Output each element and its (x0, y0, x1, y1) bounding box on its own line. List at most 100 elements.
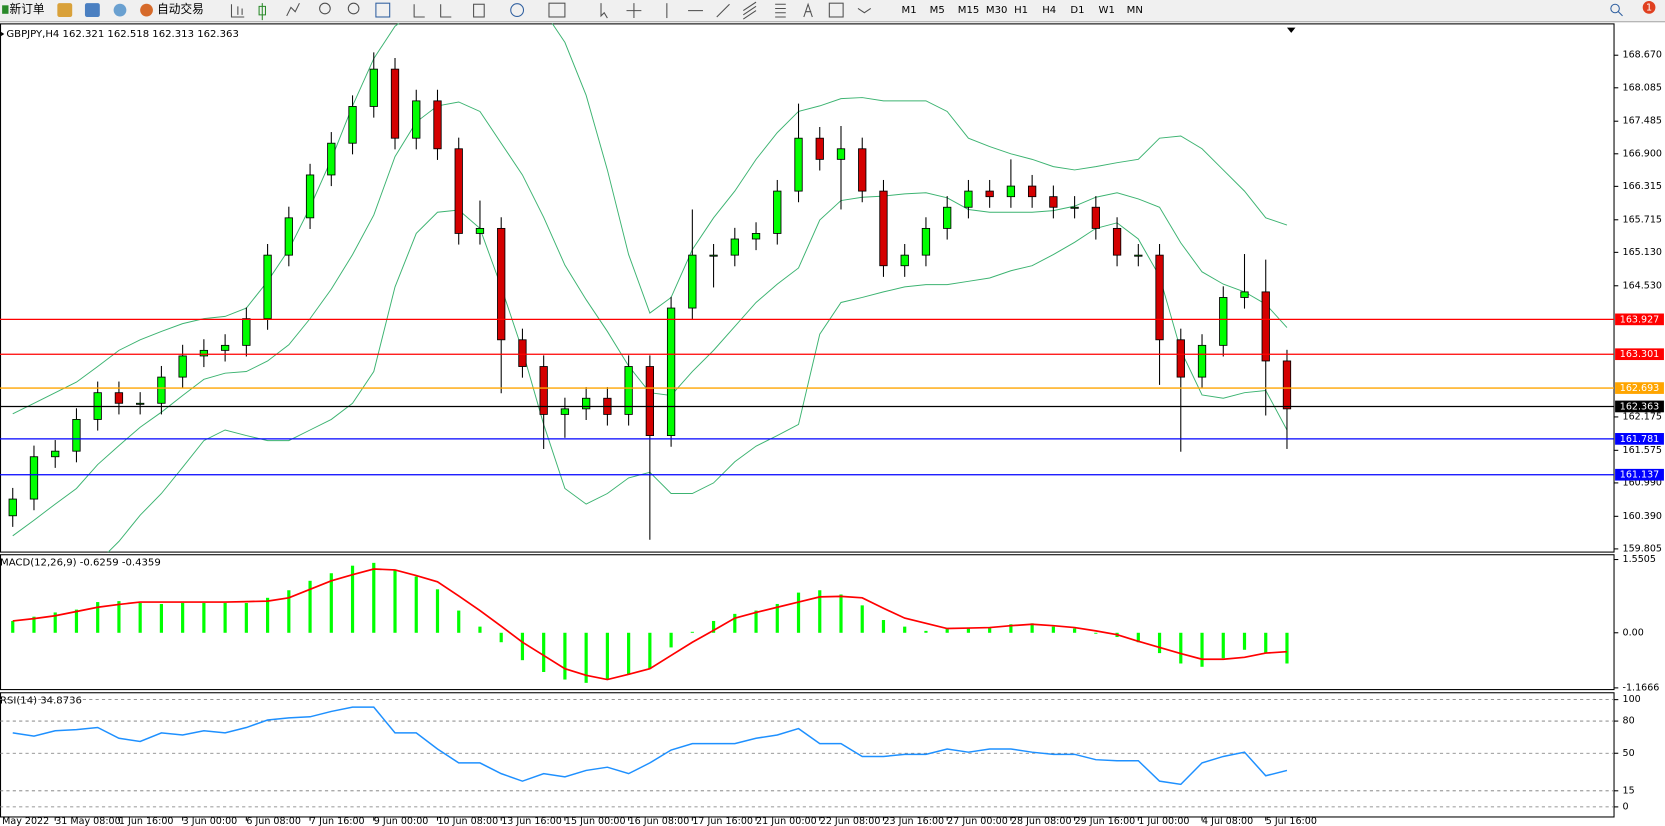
candle-body (8, 498, 17, 517)
icon[interactable] (600, 3, 608, 19)
macd-bar (690, 631, 694, 633)
icon[interactable] (828, 2, 844, 18)
timeframe-button[interactable]: H4 (1042, 5, 1056, 16)
x-tick-label: 29 Jun 16:00 (1075, 816, 1136, 826)
icon[interactable] (113, 3, 127, 17)
macd-bar (53, 612, 57, 633)
icon[interactable] (548, 2, 566, 18)
macd-bar (796, 592, 801, 633)
icon[interactable] (230, 4, 245, 18)
macd-bar (648, 632, 652, 669)
icon[interactable] (347, 2, 360, 15)
candle-body (1006, 185, 1016, 198)
auto-trading-button[interactable]: 自动交易 (157, 2, 204, 16)
icon[interactable] (413, 4, 425, 18)
x-tick-label: 10 Jun 08:00 (437, 816, 498, 826)
icon[interactable] (375, 2, 391, 18)
icon[interactable] (716, 3, 730, 18)
timeframe-button[interactable]: D1 (1070, 5, 1084, 16)
macd-bar (329, 573, 333, 633)
icon[interactable] (258, 3, 266, 21)
macd-bar (966, 628, 971, 633)
new-order-button[interactable]: 新订单 (10, 2, 45, 16)
candle-body (433, 100, 442, 150)
icon[interactable] (473, 3, 485, 18)
x-tick-label: May 2022 (2, 816, 49, 826)
macd-bar (818, 590, 822, 633)
macd-bar (1051, 626, 1055, 633)
macd-bar (1200, 632, 1204, 667)
timeframe-button[interactable]: MN (1127, 5, 1143, 16)
price-level-label: 163.301 (1620, 349, 1659, 360)
icon[interactable] (626, 3, 642, 19)
icon[interactable] (319, 2, 331, 15)
y-tick-label: 100 (1623, 694, 1641, 705)
candle-body (136, 402, 145, 405)
x-tick-label: 9 Jun 00:00 (374, 816, 429, 826)
timeframe-button[interactable]: M15 (958, 5, 980, 16)
x-tick-label: 27 Jun 00:00 (947, 816, 1008, 826)
timeframe-button[interactable]: M1 (902, 5, 917, 16)
price-level-label: 161.137 (1620, 470, 1659, 481)
candle-body (1176, 339, 1185, 378)
x-tick-label: 17 Jun 16:00 (692, 816, 753, 826)
search-icon[interactable] (1617, 11, 1623, 17)
macd-bar (1264, 632, 1268, 654)
timeframe-button[interactable]: W1 (1098, 5, 1114, 16)
icon[interactable] (440, 4, 452, 18)
candle-body (1282, 360, 1292, 410)
macd-bar (1094, 632, 1098, 634)
y-tick-label: 165.715 (1623, 214, 1662, 225)
macd-bar (159, 603, 163, 633)
icon[interactable] (803, 2, 813, 18)
y-tick-label: 160.390 (1623, 511, 1662, 522)
candle-body (794, 137, 803, 192)
y-tick-label: 165.130 (1623, 247, 1662, 258)
candle-body (327, 142, 336, 176)
macd-bar (181, 603, 185, 633)
x-tick-label: 16 Jun 08:00 (629, 816, 690, 826)
icon[interactable] (286, 2, 300, 17)
price-level-label: 162.363 (1620, 401, 1659, 412)
timeframe-button[interactable]: M5 (930, 5, 945, 16)
y-tick-label: 164.530 (1623, 280, 1662, 291)
icon[interactable] (743, 1, 757, 20)
timeframe-button[interactable]: H1 (1014, 5, 1028, 16)
icon[interactable] (84, 3, 100, 17)
macd-bar (605, 632, 609, 680)
notification-badge[interactable] (1642, 1, 1656, 14)
macd-signal (12, 568, 1288, 681)
timeframe-button[interactable]: M30 (986, 5, 1008, 16)
x-tick-label: 13 Jun 16:00 (501, 816, 562, 826)
x-tick-label: 21 Jun 00:00 (756, 816, 817, 826)
candle-body (412, 100, 421, 139)
macd-bar (1221, 632, 1225, 659)
candle-body (114, 392, 124, 404)
candle-body (921, 227, 931, 256)
y-tick-label: 80 (1623, 716, 1635, 727)
search-icon[interactable] (1610, 3, 1620, 14)
macd-bar (223, 603, 227, 633)
chart-frame (0, 23, 1615, 818)
icon[interactable] (57, 3, 73, 17)
y-tick-label: 0.00 (1623, 627, 1644, 638)
macd-bar (96, 602, 100, 633)
candle-body (666, 307, 676, 437)
icon[interactable] (857, 8, 872, 14)
macd-bar (499, 632, 503, 643)
icon[interactable] (775, 3, 786, 18)
x-tick-label: 1 Jul 00:00 (1138, 816, 1189, 826)
candle-body (900, 254, 909, 267)
y-tick-label: 168.085 (1623, 82, 1662, 93)
icon[interactable] (140, 3, 153, 17)
macd-bar (881, 620, 886, 633)
macd-bar (117, 601, 121, 633)
icon[interactable] (510, 3, 525, 17)
price-level-tag (1615, 348, 1664, 361)
x-tick-label: 3 Jun 00:00 (183, 816, 238, 826)
price-level-label: 161.781 (1620, 434, 1659, 445)
x-tick-label: 6 Jun 08:00 (246, 816, 301, 826)
chart-shift-marker (1286, 27, 1296, 33)
toolbar: 新订单 自动交易 (0, 0, 1665, 23)
panel-0 (0, 23, 1615, 553)
